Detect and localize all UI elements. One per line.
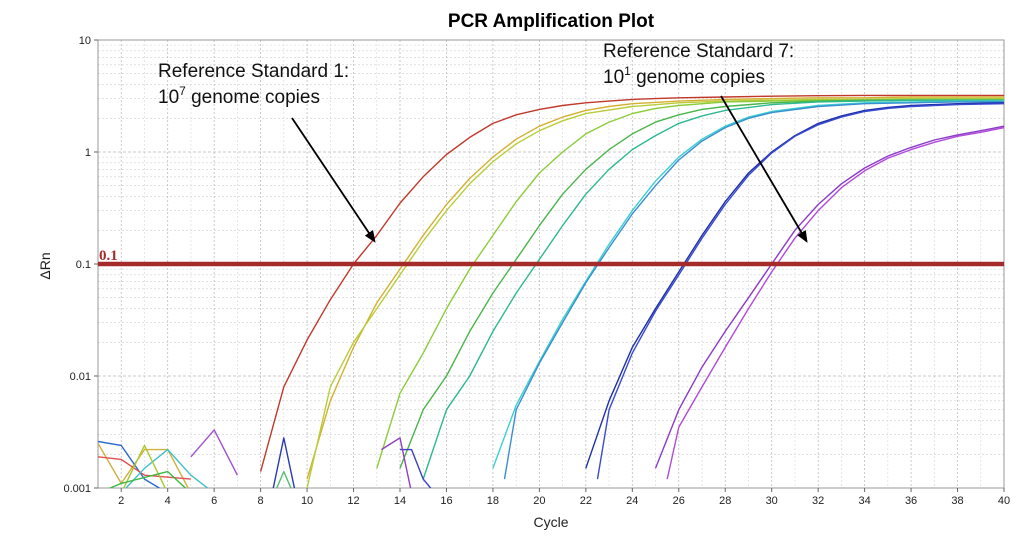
series-line-6	[422, 99, 1004, 480]
y-tick-label: 10	[79, 35, 91, 47]
y-tick-label: 1	[85, 147, 91, 159]
annotation-2-superscript: 1	[624, 64, 631, 78]
x-tick-label: 8	[258, 495, 264, 507]
x-tick-label: 40	[998, 495, 1010, 507]
x-tick-label: 22	[580, 495, 592, 507]
threshold-label: 0.1	[99, 248, 118, 264]
x-tick-label: 34	[858, 495, 870, 507]
annotation-2-line2: 101 genome copies	[603, 64, 765, 88]
x-tick-label: 32	[812, 495, 824, 507]
series-line-18	[122, 444, 166, 488]
x-tick-label: 18	[487, 495, 499, 507]
x-tick-label: 10	[301, 495, 313, 507]
series-line-11	[654, 125, 1004, 469]
series-line-14	[98, 440, 161, 488]
x-tick-label: 14	[394, 495, 406, 507]
x-tick-label: 24	[626, 495, 638, 507]
series-line-3	[306, 97, 1004, 488]
series-line-21	[276, 470, 292, 488]
x-tick-label: 26	[673, 495, 685, 507]
y-tick-label: 0.001	[63, 483, 91, 495]
series-line-20	[272, 437, 296, 488]
x-tick-label: 4	[165, 495, 171, 507]
series-line-22	[400, 448, 432, 488]
annotation-1-line2: 107 genome copies	[158, 84, 320, 108]
y-axis-ticks: 0.001 0.01 0.1 1 10	[63, 35, 98, 495]
x-tick-label: 16	[440, 495, 452, 507]
series-line-10	[596, 103, 1004, 480]
y-tick-label: 0.1	[76, 259, 91, 271]
y-axis-label: ΔRn	[37, 252, 53, 279]
x-tick-label: 20	[533, 495, 545, 507]
y-tick-label: 0.01	[70, 371, 91, 383]
x-tick-label: 38	[951, 495, 963, 507]
series-line-13	[98, 443, 189, 488]
series-line-12	[666, 126, 1004, 480]
series-line-17	[190, 429, 239, 476]
annotation-2-rest: genome copies	[631, 67, 765, 88]
annotation-1-base: 10	[158, 87, 179, 108]
annotation-2-arrow	[720, 95, 808, 243]
series-line-23	[381, 437, 412, 488]
annotation-2-line1: Reference Standard 7:	[603, 41, 794, 62]
series-line-1	[259, 94, 1004, 472]
annotation-1-arrow	[291, 117, 376, 243]
annotation-2-base: 10	[603, 67, 624, 88]
series-line-9	[585, 102, 1004, 469]
annotation-1-superscript: 7	[179, 84, 186, 98]
series-line-15	[98, 456, 191, 480]
series-line-2	[306, 96, 1004, 480]
annotation-1-line1: Reference Standard 1:	[158, 61, 349, 82]
series-line-19	[108, 470, 187, 488]
x-tick-label: 28	[719, 495, 731, 507]
series-line-8	[503, 101, 1004, 480]
series-layer	[98, 94, 1004, 488]
series-line-16	[125, 448, 209, 488]
x-tick-label: 36	[905, 495, 917, 507]
x-tick-label: 2	[118, 495, 124, 507]
x-tick-label: 12	[347, 495, 359, 507]
x-tick-label: 30	[766, 495, 778, 507]
x-axis-label: Cycle	[533, 514, 568, 530]
series-line-5	[399, 99, 1004, 469]
x-axis-ticks: 2 4 6 8 10 12 14 16 18 20 22 24 26 28 30 32 34 36 38 40	[118, 488, 1010, 507]
chart-title: PCR Amplification Plot	[448, 11, 655, 32]
x-tick-label: 6	[211, 495, 217, 507]
annotation-1-rest: genome copies	[186, 87, 320, 108]
series-line-7	[492, 100, 1004, 469]
